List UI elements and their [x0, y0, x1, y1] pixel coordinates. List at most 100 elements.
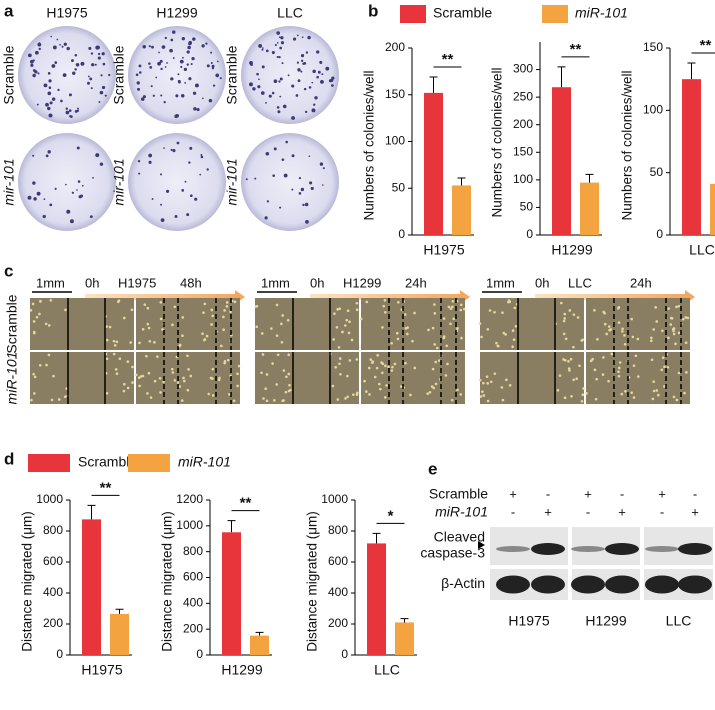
colony [160, 173, 163, 176]
colony [165, 189, 170, 193]
colony [42, 214, 46, 219]
cell [138, 341, 141, 345]
colony [219, 77, 222, 80]
colony [303, 62, 307, 65]
cell [601, 373, 605, 376]
colony [210, 62, 213, 65]
cell [38, 363, 42, 367]
sign: - [660, 504, 664, 519]
colony [135, 73, 139, 77]
colony [317, 70, 321, 74]
colony [199, 173, 202, 176]
cell [632, 364, 636, 367]
significance: ** [700, 37, 712, 54]
wound-image [255, 298, 359, 350]
cell [657, 393, 660, 397]
cell [232, 399, 236, 403]
legend-swatch [400, 5, 426, 23]
colony [304, 202, 309, 207]
colony [279, 46, 283, 50]
colony [296, 61, 300, 64]
colony [189, 194, 193, 198]
cell [493, 310, 496, 314]
y-axis-label: Numbers of colonies/well [620, 70, 635, 220]
cell [39, 300, 42, 303]
y-tick-label: 100 [643, 103, 663, 117]
cell [683, 391, 686, 395]
y-tick-label: 400 [328, 585, 348, 599]
colony [312, 69, 316, 74]
cell [634, 354, 638, 358]
cell [495, 341, 498, 345]
cell [390, 369, 394, 372]
cell [652, 328, 655, 331]
colony [279, 77, 283, 81]
cell [201, 332, 204, 336]
cell [447, 305, 451, 309]
plate [18, 26, 116, 124]
colony [47, 91, 52, 96]
column-label: LLC [277, 5, 303, 21]
cell [433, 343, 436, 346]
cell [186, 388, 190, 392]
colony [76, 189, 78, 191]
wound-image [586, 352, 690, 404]
colony [99, 162, 104, 166]
colony [161, 45, 166, 49]
cell [409, 393, 412, 397]
cell [456, 326, 459, 330]
cell [556, 388, 560, 392]
cell [397, 300, 400, 304]
cell [393, 362, 397, 366]
colony [265, 101, 267, 104]
colony [138, 71, 142, 74]
colony [101, 85, 106, 90]
colony [151, 198, 154, 200]
colony [192, 37, 196, 41]
colony [311, 108, 316, 113]
cell [183, 379, 186, 383]
error-bar [87, 504, 96, 520]
y-axis-label: Numbers of colonies/well [490, 67, 505, 217]
colony [276, 55, 279, 59]
colony [258, 78, 260, 81]
cell [123, 382, 126, 386]
row-label: Scramble [1, 45, 17, 104]
cell [275, 383, 278, 386]
cell [332, 338, 335, 341]
cell [631, 335, 635, 339]
cell [355, 301, 359, 305]
colony [321, 184, 324, 186]
cell [685, 371, 688, 374]
cell [403, 313, 407, 316]
cell [686, 316, 690, 320]
colony [51, 64, 56, 68]
bar [424, 92, 443, 235]
colony [68, 109, 72, 112]
cell [591, 357, 594, 361]
colony [316, 75, 319, 79]
colony [36, 191, 41, 196]
colony [249, 61, 253, 65]
cell [162, 380, 165, 384]
cell [508, 300, 512, 304]
colony [180, 93, 185, 98]
cell [228, 393, 231, 396]
y-axis-label: Distance migrated (μm) [160, 511, 175, 652]
y-tick-label: 1000 [176, 518, 203, 532]
colony [136, 81, 140, 85]
cell [161, 328, 164, 331]
legend-label: Scramble [433, 5, 492, 21]
sign: - [586, 504, 590, 519]
cell [413, 311, 416, 315]
cell [156, 355, 159, 358]
band [678, 543, 712, 555]
cell [481, 390, 484, 393]
cell [560, 301, 563, 305]
cell-line-label: H1299 [585, 613, 626, 629]
cell [122, 316, 126, 320]
cell-line: H1975 [118, 275, 156, 290]
cell-line: LLC [568, 275, 592, 290]
colony [148, 160, 152, 164]
row-label: mir-101 [1, 158, 17, 205]
